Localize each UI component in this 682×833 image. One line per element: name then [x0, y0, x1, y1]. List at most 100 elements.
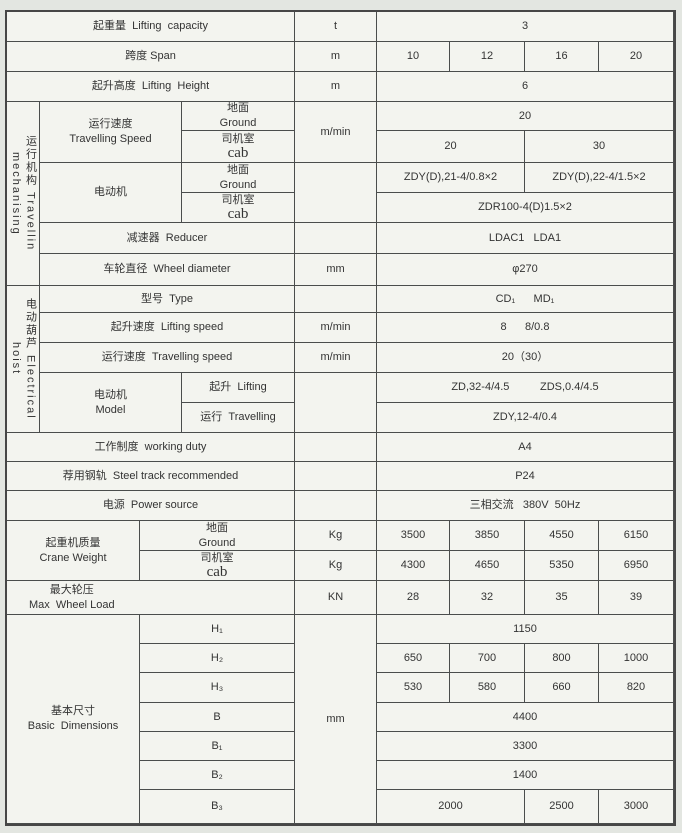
wheel-diameter-unit: mm: [295, 254, 377, 286]
dim-b3-value-1-text: 2000: [438, 800, 463, 813]
travelling-speed-unit-text: m/min: [320, 125, 351, 138]
hoist-travelling-speed-value: 20（30）: [377, 343, 674, 373]
dim-h3-value-2: 580: [450, 673, 525, 703]
travelling-speed-cab-value-1-text: 20: [444, 140, 457, 153]
crane-weight-ground-value-3: 4550: [525, 521, 599, 551]
dim-b3-value-3: 3000: [599, 790, 674, 824]
dim-h3-value-1: 530: [377, 673, 450, 703]
working-duty-label-text: 工作制度 working duty: [94, 440, 207, 453]
reducer-unit: [295, 223, 377, 254]
hoist-travelling-speed-label-text: 运行速度 Travelling speed: [101, 351, 233, 364]
dim-h3-value-4-text: 820: [626, 681, 646, 694]
span-value-3: 16: [525, 42, 599, 72]
basic-dimensions-unit: mm: [295, 615, 377, 824]
hoist-motor-label-text: 电动机: [94, 388, 127, 401]
spec-table: 起重量 Lifting capacity t 3 跨度 Span m 10 12 16 20 起升…: [5, 10, 676, 826]
travel-motor-ground-value-1-text: ZDY(D),21-4/0.8×2: [403, 171, 498, 184]
max-wheel-load-value-4: 39: [599, 581, 674, 615]
dim-h3-value-1-text: 530: [403, 681, 423, 694]
dim-h1-label: H₁: [140, 615, 295, 644]
reducer-label-text: 减速器 Reducer: [126, 231, 208, 244]
dim-h3-value-2-text: 580: [477, 681, 497, 694]
crane-weight-label-text: Crane Weight: [39, 551, 107, 564]
crane-weight-cab-value-3: 5350: [525, 551, 599, 581]
crane-weight-cab-value-2-text: 4650: [474, 559, 500, 572]
lifting-capacity-value: 3: [377, 12, 674, 42]
dim-h2-label: H₂: [140, 644, 295, 673]
max-wheel-load-value-3-text: 35: [555, 591, 568, 604]
lifting-height-label-text: 起升高度 Lifting Height: [91, 80, 210, 93]
travelling-speed-label-text: Travelling Speed: [69, 133, 152, 145]
span-label-text: 跨度 Span: [125, 50, 176, 63]
travel-motor-unit: [295, 163, 377, 223]
lifting-height-unit-text: m: [330, 80, 341, 93]
travelling-speed-cab-label-text: 司机室: [221, 132, 255, 145]
hoist-motor-label: 电动机 Model: [40, 373, 182, 433]
crane-weight-cab-unit-text: Kg: [328, 559, 343, 572]
lifting-capacity-label-text: 起重量 Lifting capacity: [93, 20, 208, 33]
travelling-speed-ground-value: 20: [377, 102, 674, 131]
dim-b3-value-3-text: 3000: [623, 800, 649, 813]
dim-h3-value-3: 660: [525, 673, 599, 703]
max-wheel-load-unit: KN: [295, 581, 377, 615]
lifting-speed-label-text: 起升速度 Lifting speed: [110, 321, 224, 334]
hoist-travelling-speed-unit-text: m/min: [320, 351, 351, 364]
dim-h3-value-3-text: 660: [552, 681, 571, 694]
dim-b-value-text: 4400: [512, 710, 538, 723]
dim-b2-label: B₂: [140, 761, 295, 790]
steel-track-unit: [295, 462, 377, 491]
hoist-type-label: 型号 Type: [40, 286, 295, 313]
max-wheel-load-label-text: Max Wheel Load: [29, 598, 115, 611]
hoist-type-label-text: 型号 Type: [141, 292, 193, 305]
hoist-motor-label-text: Model: [95, 403, 126, 416]
lifting-speed-unit-text: m/min: [320, 321, 351, 334]
max-wheel-load-value-4-text: 39: [629, 591, 643, 604]
span-unit: m: [295, 42, 377, 72]
dim-h2-value-1: 650: [377, 644, 450, 673]
travel-motor-ground-value-2: ZDY(D),22-4/1.5×2: [525, 163, 674, 193]
section-travelling-mechanism-text: 运行机构 Travellin mechanising: [10, 135, 37, 252]
crane-weight-label-text: 起重机质量: [45, 536, 101, 549]
power-source-value-text: 三相交流 380V 50Hz: [469, 499, 581, 512]
working-duty-unit: [295, 433, 377, 462]
dim-b1-value: 3300: [377, 732, 674, 761]
dim-h3-label-text: H₃: [210, 681, 224, 694]
dim-b1-value-text: 3300: [512, 739, 538, 752]
crane-weight-ground-value-4: 6150: [599, 521, 674, 551]
section-electrical-hoist-text: 电动葫芦 Electrical hoist: [10, 298, 37, 420]
dim-h3-label: H₃: [140, 673, 295, 703]
hoist-travelling-speed-label: 运行速度 Travelling speed: [40, 343, 295, 373]
hoist-type-unit: [295, 286, 377, 313]
reducer-label: 减速器 Reducer: [40, 223, 295, 254]
travelling-speed-cab-value-1: 20: [377, 131, 525, 163]
travelling-speed-label-text: 运行速度: [88, 118, 133, 131]
lifting-capacity-unit-text: t: [333, 20, 338, 33]
crane-weight-ground-value-1: 3500: [377, 521, 450, 551]
dim-h2-value-2: 700: [450, 644, 525, 673]
dim-h2-value-4: 1000: [599, 644, 674, 673]
lifting-capacity-label: 起重量 Lifting capacity: [7, 12, 295, 42]
lifting-capacity-value-text: 3: [521, 20, 529, 33]
travelling-speed-cab-label: 司机室 cab: [182, 131, 295, 163]
crane-weight-ground-label-text: Ground: [198, 536, 236, 549]
power-source-label-text: 电源 Power source: [102, 499, 199, 512]
hoist-travelling-speed-unit: m/min: [295, 343, 377, 373]
crane-weight-cab-value-1: 4300: [377, 551, 450, 581]
hoist-type-value: CD₁ MD₁: [377, 286, 674, 313]
dim-b-value: 4400: [377, 703, 674, 732]
section-travelling-mechanism: 运行机构 Travellin mechanising: [7, 102, 40, 286]
basic-dimensions-label-text: Basic Dimensions: [27, 720, 119, 732]
crane-weight-cab-label-text: 司机室: [200, 551, 234, 564]
span-value-4: 20: [599, 42, 674, 72]
reducer-value: LDAC1 LDA1: [377, 223, 674, 254]
lifting-speed-label: 起升速度 Lifting speed: [40, 313, 295, 343]
travel-motor-ground-value-2-text: ZDY(D),22-4/1.5×2: [552, 171, 646, 184]
span-value-2-text: 12: [480, 50, 494, 63]
span-value-3-text: 16: [555, 50, 568, 63]
travelling-speed-ground-label-text: 地面: [227, 102, 249, 115]
crane-weight-cab-label: 司机室 cab: [140, 551, 295, 581]
dim-b3-value-2: 2500: [525, 790, 599, 824]
dim-b1-label-text: B₁: [211, 739, 223, 752]
travel-motor-ground-label-text: 地面: [227, 163, 249, 176]
